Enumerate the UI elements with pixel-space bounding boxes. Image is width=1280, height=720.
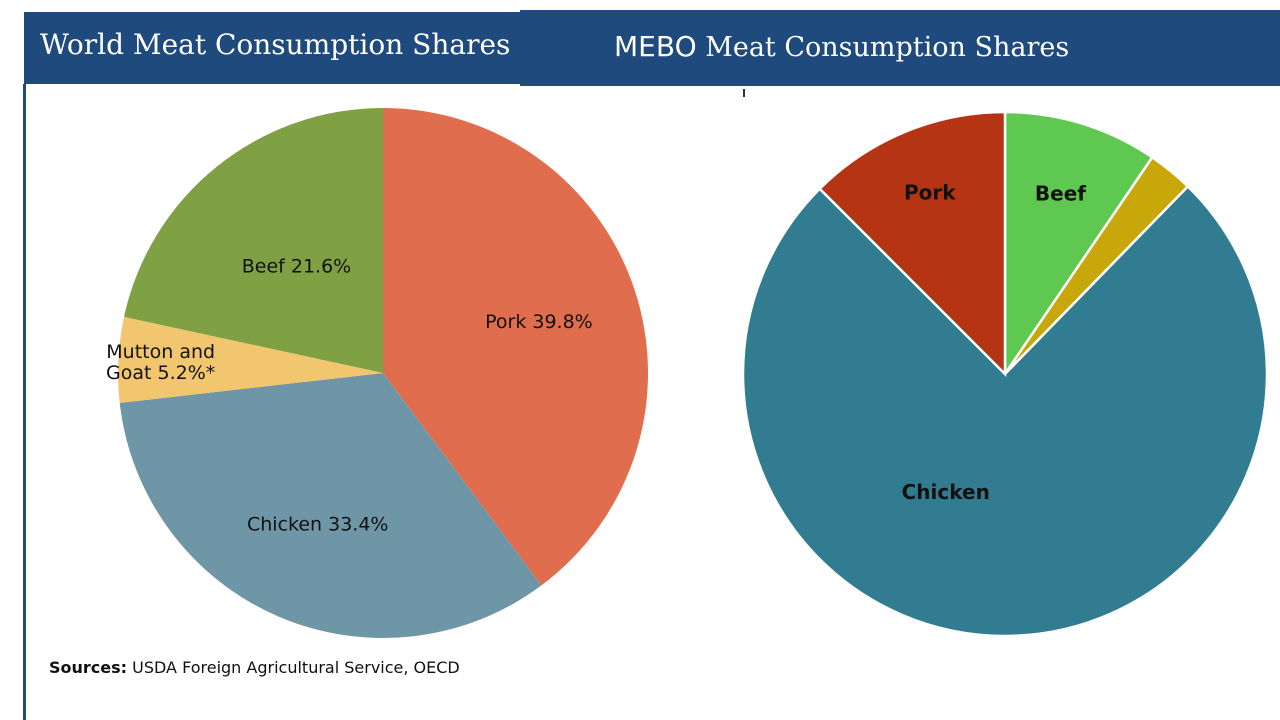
header-right: MEBO Meat Consumption Shares (520, 10, 1280, 86)
pie-label-mutton-and-goat: Mutton and (106, 341, 215, 363)
tick-mark (743, 89, 745, 97)
world-chart-title: World Meat Consumption Shares (40, 28, 511, 61)
pie-slice-pork (817, 110, 1007, 378)
pie-slice-beef (1003, 110, 1155, 379)
pie-label-pork: Pork (904, 180, 956, 204)
pie-label-beef: Beef (1035, 182, 1086, 206)
pie-label-chicken: Chicken 33.4% (247, 513, 389, 535)
header-left: World Meat Consumption Shares (24, 12, 520, 84)
pie-slice-pork (383, 108, 648, 586)
mebo-title-rest: Meat Consumption Shares (696, 32, 1070, 63)
mebo-pie-chart: Beef Chicken Pork (741, 110, 1269, 638)
pie-label-pork: Pork 39.8% (485, 311, 593, 333)
mebo-brand: MEBO (614, 30, 697, 63)
pie-label-chicken: Chicken (902, 480, 990, 504)
pie-slice-chicken (741, 184, 1269, 638)
pie-slice-mutton-and-goat (118, 316, 383, 403)
sources-text: USDA Foreign Agricultural Service, OECD (127, 658, 460, 677)
sources-note: Sources: USDA Foreign Agricultural Servi… (49, 658, 460, 677)
pie-label-beef: Beef 21.6% (242, 255, 352, 277)
pie-slice-chicken (119, 373, 542, 638)
pie-label-mutton-and-goat: Goat 5.2%* (106, 362, 215, 384)
pie-slice-beef (124, 108, 383, 373)
sources-label: Sources: (49, 658, 128, 677)
mebo-chart-title: MEBO Meat Consumption Shares (614, 30, 1069, 63)
left-divider (23, 84, 26, 720)
